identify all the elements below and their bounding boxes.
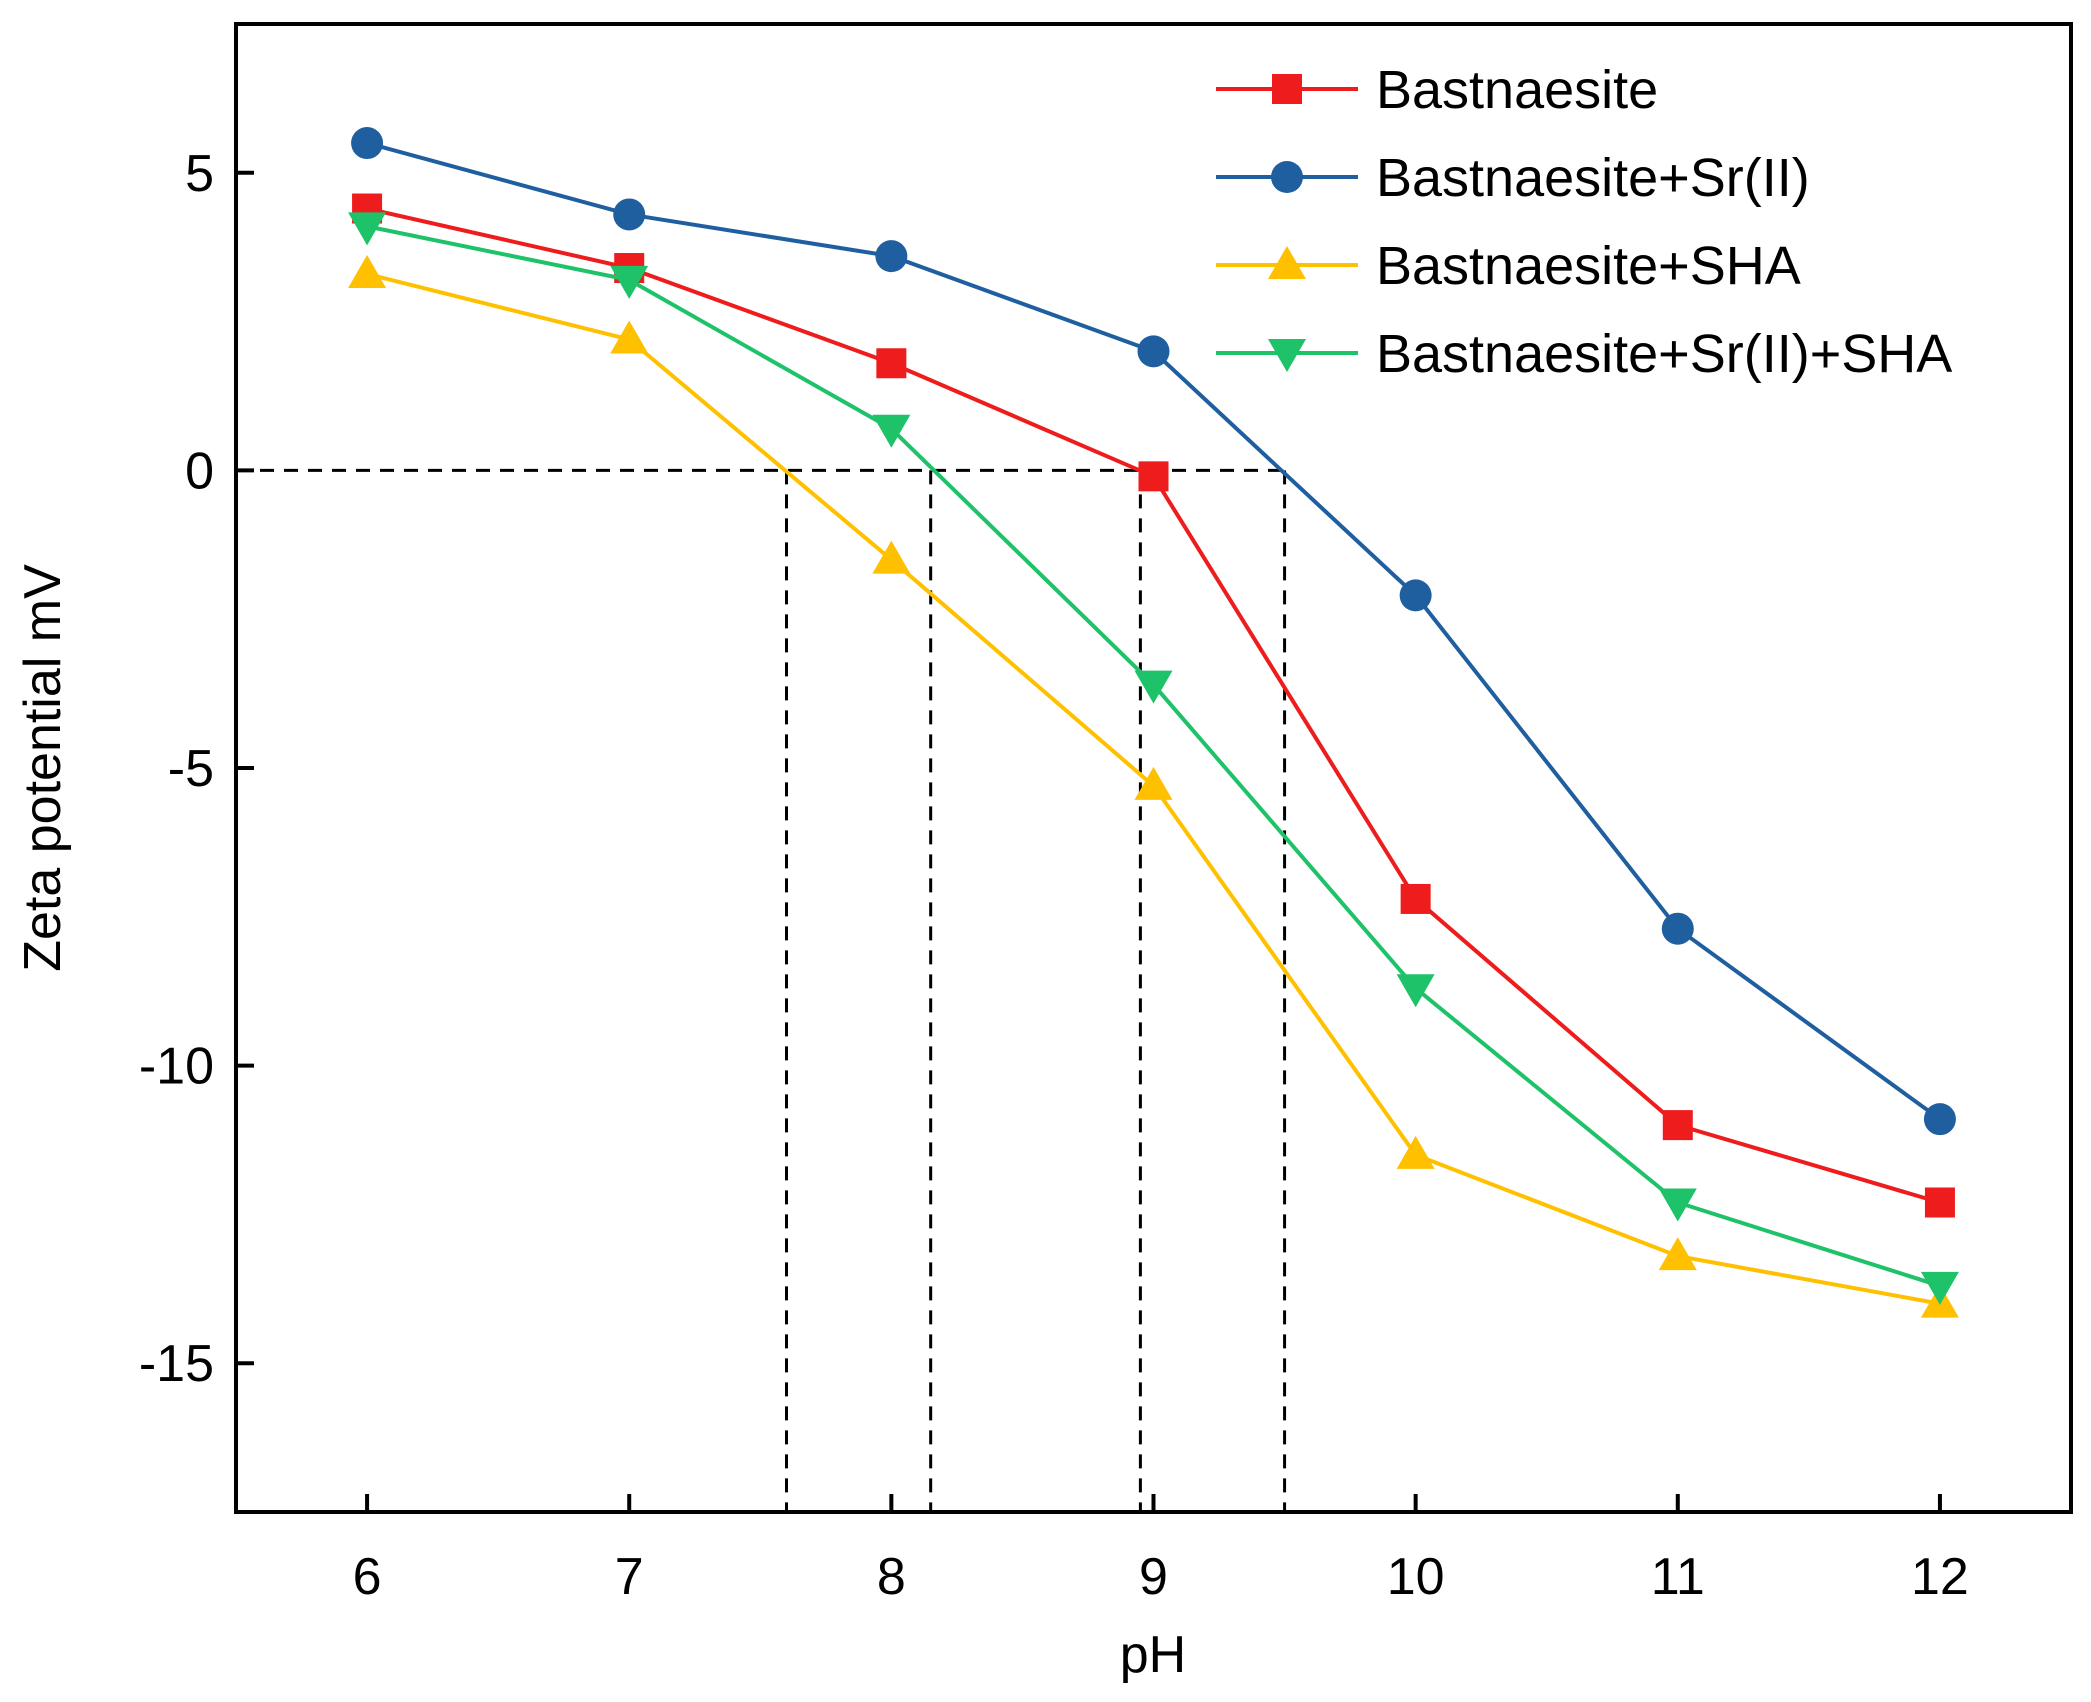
legend-marker <box>1271 161 1303 193</box>
data-point <box>876 348 907 379</box>
data-point <box>1138 461 1169 492</box>
series-3 <box>348 212 1959 1305</box>
data-point <box>1662 1110 1693 1141</box>
x-tick-label: 10 <box>1387 1548 1445 1606</box>
data-point <box>1400 883 1431 914</box>
legend-entry: Bastnaesite <box>1216 60 1658 120</box>
legend: Bastnaesite Bastnaesite+Sr(II) Bastnaesite… <box>1216 60 1952 384</box>
data-point <box>1399 579 1432 612</box>
legend-marker <box>1268 246 1306 279</box>
data-point <box>1661 912 1694 945</box>
legend-marker <box>1268 339 1306 372</box>
data-point <box>1396 1135 1435 1169</box>
data-point <box>1658 1188 1697 1222</box>
series-line <box>366 224 1941 1288</box>
data-point <box>348 254 387 288</box>
x-axis-title: pH <box>1120 1626 1186 1684</box>
data-point <box>348 212 387 246</box>
data-point <box>1134 766 1173 800</box>
legend-label: Bastnaesite+Sr(II)+SHA <box>1376 324 1952 384</box>
x-tick-label: 11 <box>1651 1548 1705 1606</box>
x-tick-label: 6 <box>353 1548 382 1606</box>
data-point <box>610 320 649 354</box>
legend-entry: Bastnaesite+Sr(II)+SHA <box>1216 324 1952 384</box>
data-point <box>610 265 649 299</box>
x-tick-label: 8 <box>877 1548 906 1606</box>
data-point <box>1658 1237 1697 1271</box>
x-tick-label: 7 <box>615 1548 644 1606</box>
axis-ticks: 6 7 8 9 10 11 12 5 0 -5 -10 -15 <box>139 145 1969 1606</box>
x-tick-label: 9 <box>1139 1548 1168 1606</box>
legend-entry: Bastnaesite+SHA <box>1216 236 1801 296</box>
y-tick-label: -15 <box>139 1335 214 1393</box>
series-1 <box>351 127 1956 1136</box>
data-point <box>872 540 911 574</box>
legend-label: Bastnaesite <box>1376 60 1658 120</box>
y-tick-label: 5 <box>185 145 214 203</box>
data-point <box>1924 1187 1955 1218</box>
legend-label: Bastnaesite+SHA <box>1376 236 1801 296</box>
series-2 <box>348 254 1959 1318</box>
data-point <box>1137 335 1170 368</box>
x-tick-label: 12 <box>1911 1548 1969 1606</box>
y-tick-label: -10 <box>139 1038 214 1096</box>
data-point <box>1134 670 1173 704</box>
data-series <box>348 127 1959 1318</box>
legend-entry: Bastnaesite+Sr(II) <box>1216 148 1810 208</box>
data-point <box>1920 1271 1959 1305</box>
data-point <box>1396 974 1435 1008</box>
data-point <box>1923 1103 1956 1136</box>
data-point <box>875 240 908 273</box>
data-point <box>613 198 646 231</box>
legend-label: Bastnaesite+Sr(II) <box>1376 148 1810 208</box>
y-tick-label: -5 <box>168 740 214 798</box>
reference-lines <box>236 468 1287 1512</box>
legend-marker <box>1272 74 1302 104</box>
data-point <box>872 414 911 448</box>
y-axis-title: Zeta potential mV <box>14 564 72 972</box>
data-point <box>351 127 384 160</box>
y-tick-label: 0 <box>185 442 214 500</box>
